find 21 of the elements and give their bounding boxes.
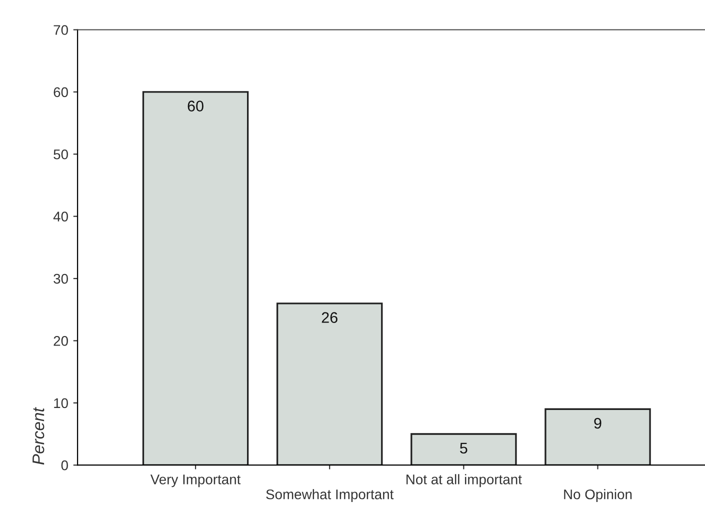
y-tick-label: 60 (54, 87, 68, 98)
bar (544, 408, 651, 466)
bar (410, 433, 517, 466)
y-tick-label: 70 (54, 25, 68, 35)
bar (142, 91, 249, 466)
bar (276, 302, 383, 466)
y-tick-label: 10 (54, 398, 68, 408)
data-label: 60 (188, 100, 204, 112)
y-tick-label: 20 (54, 336, 68, 346)
y-tick-label: 30 (54, 274, 68, 284)
y-tick-label: 40 (53, 212, 68, 222)
x-tick-label: Very Important (150, 474, 241, 488)
data-label: 9 (594, 418, 602, 429)
x-tick-label: Not at all important (406, 474, 522, 488)
data-label: 5 (460, 442, 468, 454)
y-axis-title: Percent (32, 407, 44, 465)
data-label: 26 (322, 312, 338, 323)
x-tick-label: No Opinion (564, 489, 632, 502)
x-tick-label: Somewhat Important (266, 489, 394, 502)
y-tick-label: 50 (54, 149, 68, 160)
y-tick-label: 0 (61, 460, 68, 470)
